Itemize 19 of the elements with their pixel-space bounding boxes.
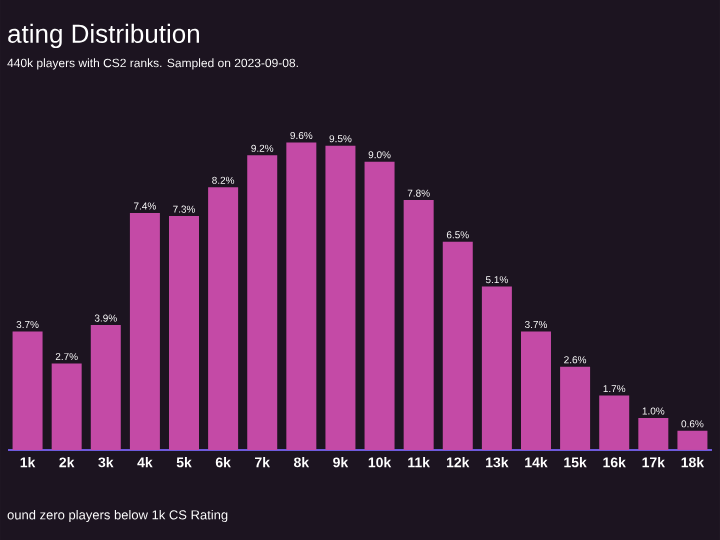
bar bbox=[90, 325, 121, 450]
bar bbox=[403, 200, 434, 450]
bar bbox=[325, 145, 356, 450]
bar bbox=[638, 417, 669, 450]
bar bbox=[677, 430, 708, 450]
bar bbox=[599, 395, 630, 450]
bar bbox=[51, 363, 82, 450]
bar bbox=[286, 142, 317, 450]
bar bbox=[364, 161, 395, 450]
bar bbox=[208, 187, 239, 450]
bar bbox=[169, 216, 199, 450]
bar bbox=[129, 212, 160, 450]
bar bbox=[247, 155, 278, 450]
bar bbox=[12, 331, 43, 450]
chart-title: ating Distribution bbox=[8, 23, 199, 49]
bar bbox=[442, 241, 473, 450]
bar bbox=[521, 331, 551, 450]
bar bbox=[481, 286, 512, 450]
bar bbox=[560, 366, 591, 450]
